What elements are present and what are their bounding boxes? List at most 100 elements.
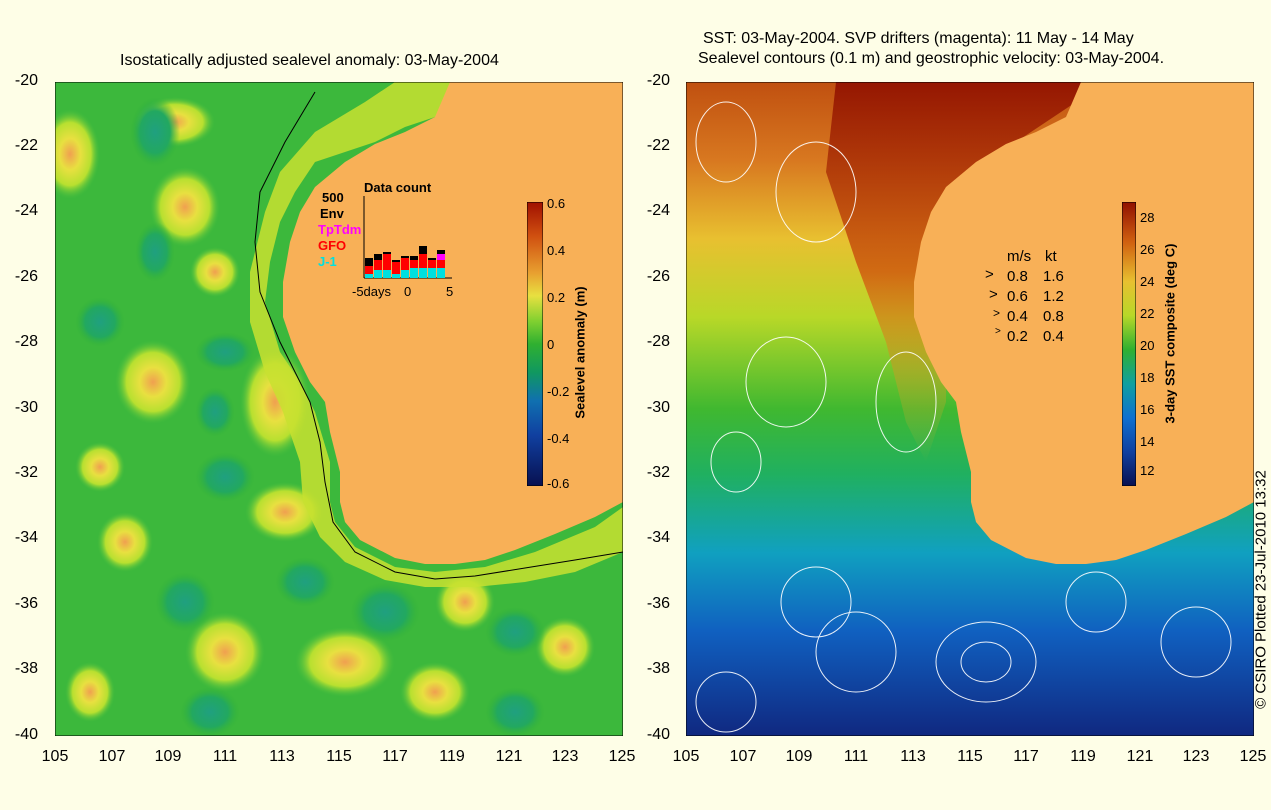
left-y-tick: -36: [14, 595, 38, 612]
velocity-legend-ms: 0.6: [1007, 288, 1028, 305]
left-y-tick: -30: [14, 399, 38, 416]
velocity-legend: m/s kt > 0.8 1.6 > 0.6 1.2 > 0.4 0.8 > 0…: [985, 248, 1085, 348]
left-x-tick: 105: [41, 748, 69, 765]
sealevel-contours: [695, 101, 1232, 733]
velocity-legend-kt: 0.4: [1043, 328, 1064, 345]
velocity-legend-kt: 1.2: [1043, 288, 1064, 305]
right-map-title-line1: SST: 03-May-2004. SVP drifters (magenta)…: [703, 30, 1134, 47]
left-y-tick: -20: [14, 72, 38, 89]
velocity-legend-kt-header: kt: [1045, 248, 1057, 265]
colorbar-tick: 16: [1140, 402, 1155, 417]
left-x-tick: 125: [608, 748, 636, 765]
colorbar-tick: 18: [1140, 370, 1155, 385]
velocity-arrow-icon: >: [995, 326, 1001, 337]
left-y-tick: -34: [14, 529, 38, 546]
data-count-x-label: 0: [404, 284, 412, 299]
left-x-tick: 113: [269, 748, 295, 765]
right-map-title-line2: Sealevel contours (0.1 m) and geostrophi…: [698, 50, 1165, 67]
right-y-tick: -30: [646, 399, 670, 416]
coastal-high-band: [250, 82, 623, 587]
right-x-tick: 125: [1239, 748, 1267, 765]
left-x-tick: 123: [551, 748, 579, 765]
right-x-tick: 115: [957, 748, 983, 765]
legend-tptdm: TpTdm: [318, 222, 362, 237]
data-count-x-label: -5days: [352, 284, 392, 299]
colorbar-tick: 0.2: [547, 290, 566, 305]
right-y-tick: -36: [646, 595, 670, 612]
right-x-tick: 109: [785, 748, 813, 765]
left-x-tick: 109: [154, 748, 182, 765]
right-x-tick: 123: [1182, 748, 1210, 765]
bar-stack: [365, 246, 445, 278]
data-count-title: Data count: [364, 180, 432, 195]
right-x-tick: 119: [1070, 748, 1096, 765]
anomaly-lows: [75, 97, 545, 736]
data-count-inset: Data count 500 Env TpTdm GFO J-1: [318, 180, 458, 300]
colorbar-tick: 0.4: [547, 243, 566, 258]
left-x-tick: 117: [382, 748, 408, 765]
right-y-tick: -28: [646, 333, 670, 350]
plot-credit: © CSIRO Plotted 23-Jul-2010 13:32: [1252, 470, 1270, 709]
leeuwin-current-warm-tongue: [826, 82, 1106, 462]
velocity-legend-ms-header: m/s: [1007, 248, 1032, 265]
colorbar-tick: 12: [1140, 463, 1155, 478]
colorbar-tick: 22: [1140, 306, 1155, 321]
left-y-tick: -38: [14, 660, 38, 677]
velocity-legend-kt: 1.6: [1043, 268, 1064, 285]
right-y-tick: -20: [646, 72, 670, 89]
sst-colorbar-label: 3-day SST composite (deg C): [1162, 243, 1178, 424]
velocity-legend-ms: 0.2: [1007, 328, 1028, 345]
right-x-tick: 107: [729, 748, 757, 765]
sealevel-colorbar-label: Sealevel anomaly (m): [572, 286, 588, 419]
sst-colorbar: [1122, 202, 1136, 486]
left-x-tick: 107: [98, 748, 126, 765]
left-y-tick: -26: [14, 268, 38, 285]
velocity-arrow-icon: >: [993, 306, 1001, 320]
colorbar-tick: 28: [1140, 210, 1155, 225]
velocity-legend-kt: 0.8: [1043, 308, 1064, 325]
shelf-contour: [254, 91, 623, 580]
data-count-max: 500: [322, 190, 344, 205]
right-y-tick: -26: [646, 268, 670, 285]
right-y-tick: -34: [646, 529, 670, 546]
velocity-arrow-icon: >: [989, 286, 998, 303]
left-map-title: Isostatically adjusted sealevel anomaly:…: [120, 52, 499, 69]
velocity-arrow-icon: >: [985, 266, 994, 283]
right-x-tick: 121: [1126, 748, 1154, 765]
colorbar-tick: 0.6: [547, 196, 566, 211]
sealevel-colorbar: [527, 202, 543, 486]
australia-landmass: [914, 82, 1254, 564]
colorbar-tick: 20: [1140, 338, 1155, 353]
right-x-tick: 113: [900, 748, 926, 765]
velocity-legend-ms: 0.8: [1007, 268, 1028, 285]
legend-env: Env: [320, 206, 344, 221]
colorbar-tick: 0: [547, 337, 555, 352]
left-x-tick: 119: [439, 748, 465, 765]
colorbar-tick: -0.6: [547, 476, 570, 491]
left-y-tick: -32: [14, 464, 38, 481]
right-y-tick: -38: [646, 660, 670, 677]
right-y-tick: -32: [646, 464, 670, 481]
right-x-tick: 111: [843, 748, 869, 765]
colorbar-tick: -0.4: [547, 431, 570, 446]
legend-gfo: GFO: [318, 238, 347, 253]
left-y-tick: -28: [14, 333, 38, 350]
velocity-legend-ms: 0.4: [1007, 308, 1028, 325]
right-y-tick: -22: [646, 137, 670, 154]
left-y-tick: -24: [14, 202, 38, 219]
right-x-tick: 105: [672, 748, 700, 765]
left-x-tick: 121: [495, 748, 523, 765]
left-y-tick: -40: [14, 726, 38, 743]
colorbar-tick: 26: [1140, 242, 1155, 257]
right-x-tick: 117: [1013, 748, 1039, 765]
right-y-tick: -40: [646, 726, 670, 743]
data-count-bars: [363, 196, 452, 279]
left-x-tick: 111: [212, 748, 238, 765]
left-y-tick: -22: [14, 137, 38, 154]
colorbar-tick: -0.2: [547, 384, 570, 399]
right-y-tick: -24: [646, 202, 670, 219]
data-count-x-label: 5: [446, 284, 454, 299]
colorbar-tick: 14: [1140, 434, 1155, 449]
left-x-tick: 115: [326, 748, 352, 765]
legend-j1: J-1: [318, 254, 337, 269]
